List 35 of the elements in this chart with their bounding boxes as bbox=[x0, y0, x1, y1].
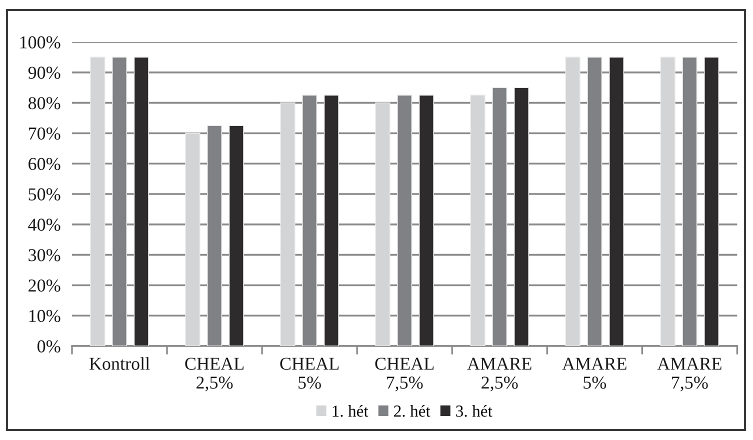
bar bbox=[514, 87, 530, 346]
x-tick-label: CHEAL 2,5% bbox=[185, 358, 244, 392]
y-tick-label: 30% bbox=[28, 249, 60, 262]
y-tick-label: 10% bbox=[29, 310, 60, 322]
y-tick-label: 90% bbox=[28, 66, 60, 79]
y-tick-label: 70% bbox=[28, 127, 60, 140]
bar bbox=[375, 102, 390, 346]
bar bbox=[90, 56, 106, 346]
bar bbox=[565, 56, 580, 346]
bar bbox=[134, 56, 149, 346]
legend-label: 2. hét bbox=[394, 404, 430, 417]
y-tick-label: 20% bbox=[28, 279, 60, 292]
y-tick-label: 50% bbox=[28, 188, 60, 201]
y-tick-label: 100% bbox=[20, 36, 60, 49]
bar bbox=[228, 125, 244, 346]
bar bbox=[324, 94, 339, 346]
bar bbox=[418, 94, 434, 346]
y-tick-label: 80% bbox=[28, 97, 60, 110]
bar bbox=[470, 94, 486, 346]
bar bbox=[185, 132, 200, 346]
bar bbox=[704, 56, 720, 346]
legend-label: 1. hét bbox=[332, 404, 368, 417]
x-tick-label: AMARE 2,5% bbox=[467, 358, 532, 392]
bar bbox=[608, 56, 624, 346]
legend-label: 3. hét bbox=[456, 404, 492, 417]
bar bbox=[280, 102, 296, 346]
x-tick-label: CHEAL 7,5% bbox=[375, 358, 434, 392]
x-tick-label: AMARE 7,5% bbox=[657, 358, 722, 392]
x-tick-label: CHEAL 5% bbox=[280, 358, 339, 389]
x-tick-label: AMARE 5% bbox=[562, 358, 626, 389]
bar bbox=[660, 56, 676, 346]
x-tick-label: Kontroll bbox=[89, 357, 150, 370]
y-tick-label: 60% bbox=[28, 158, 60, 170]
y-tick-label: 40% bbox=[28, 218, 60, 231]
y-tick-label: 0% bbox=[37, 340, 60, 353]
